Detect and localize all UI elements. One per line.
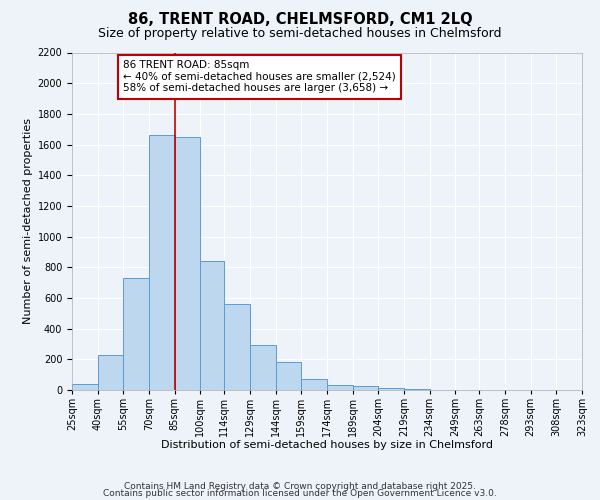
Bar bbox=[124, 278, 149, 390]
Bar bbox=[98, 356, 124, 390]
Bar bbox=[200, 261, 224, 390]
Text: Contains public sector information licensed under the Open Government Licence v3: Contains public sector information licen… bbox=[103, 490, 497, 498]
Bar bbox=[353, 386, 379, 390]
Bar bbox=[224, 304, 250, 390]
X-axis label: Distribution of semi-detached houses by size in Chelmsford: Distribution of semi-detached houses by … bbox=[161, 440, 493, 450]
Bar bbox=[149, 134, 175, 390]
Text: 86 TRENT ROAD: 85sqm
← 40% of semi-detached houses are smaller (2,524)
58% of se: 86 TRENT ROAD: 85sqm ← 40% of semi-detac… bbox=[124, 60, 396, 94]
Text: 86, TRENT ROAD, CHELMSFORD, CM1 2LQ: 86, TRENT ROAD, CHELMSFORD, CM1 2LQ bbox=[128, 12, 472, 28]
Bar bbox=[72, 384, 98, 390]
Bar bbox=[379, 388, 404, 390]
Bar bbox=[301, 380, 327, 390]
Bar bbox=[250, 344, 275, 390]
Bar bbox=[327, 386, 353, 390]
Bar bbox=[404, 389, 430, 390]
Bar bbox=[275, 362, 301, 390]
Text: Size of property relative to semi-detached houses in Chelmsford: Size of property relative to semi-detach… bbox=[98, 28, 502, 40]
Y-axis label: Number of semi-detached properties: Number of semi-detached properties bbox=[23, 118, 34, 324]
Bar bbox=[175, 137, 200, 390]
Text: Contains HM Land Registry data © Crown copyright and database right 2025.: Contains HM Land Registry data © Crown c… bbox=[124, 482, 476, 491]
